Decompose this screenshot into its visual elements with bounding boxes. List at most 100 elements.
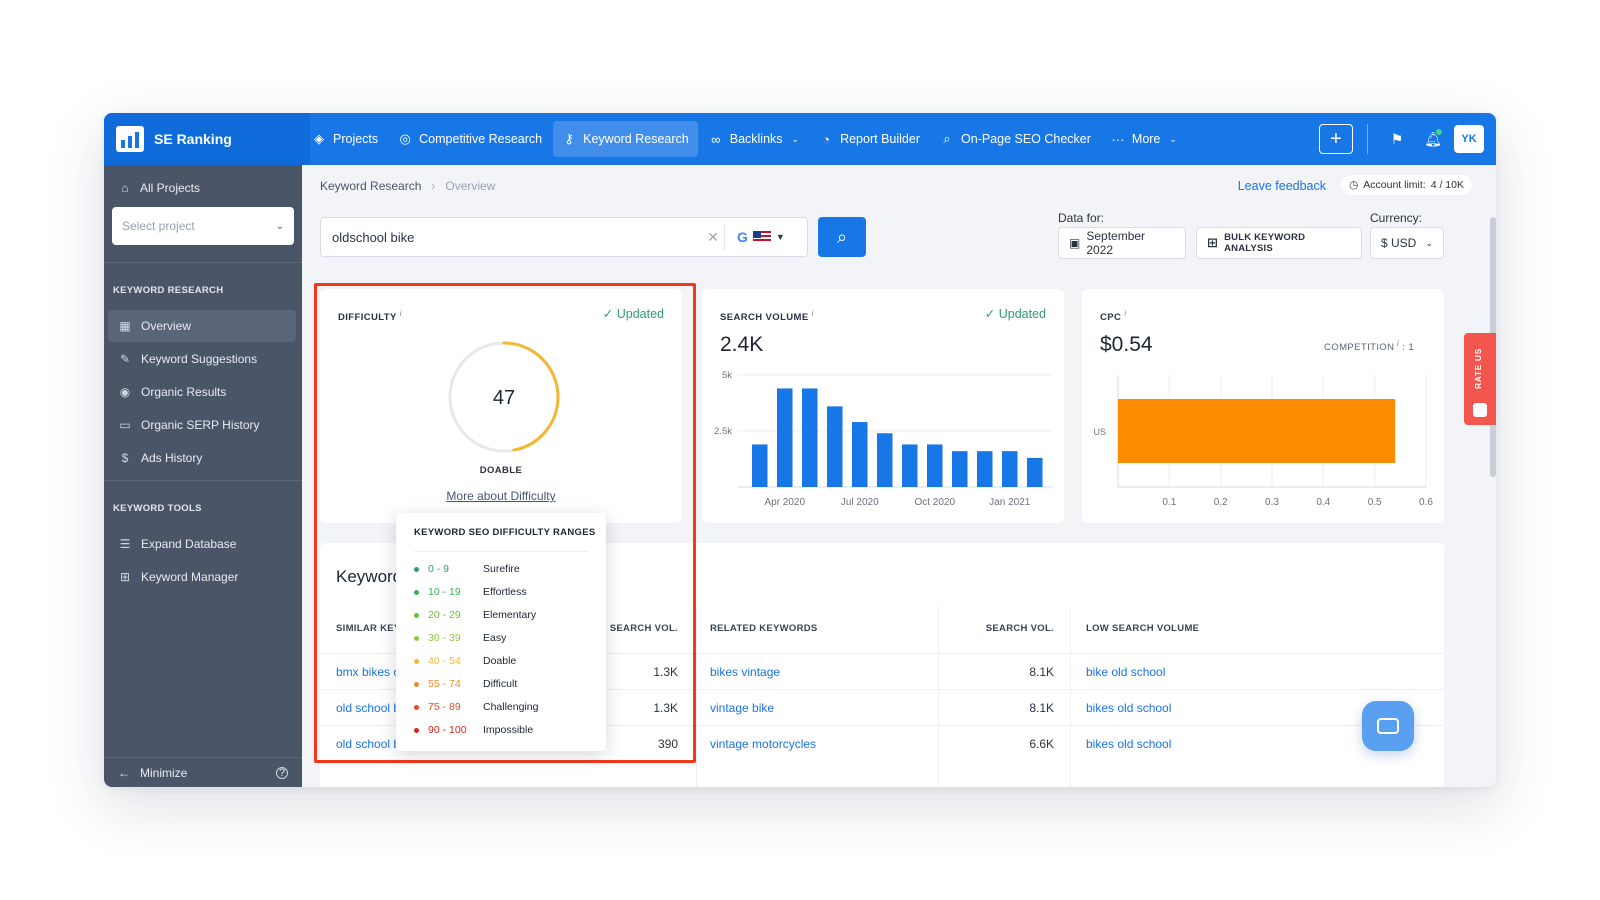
minimize-sidebar[interactable]: ← Minimize ? <box>104 757 302 787</box>
keyword-cell-related[interactable]: vintage motorcycles <box>710 737 817 751</box>
currency-select[interactable]: $ USD ⌄ <box>1370 227 1444 259</box>
keyword-cell-low[interactable]: bikes old school <box>1086 737 1172 751</box>
keyword-cell-low[interactable]: bike old school <box>1086 665 1166 679</box>
help-icon[interactable]: ? <box>276 766 288 779</box>
nav-label: Backlinks <box>729 132 783 146</box>
keyword-cell-similar[interactable]: old school bikes <box>336 737 396 751</box>
range-value: 40 - 54 <box>428 655 461 667</box>
bell-icon[interactable]: 🔔︎ <box>1424 128 1442 147</box>
top-navigation-bar: SE Ranking ◈ Projects ◎ Competitive Researc… <box>104 113 1496 165</box>
all-projects-link[interactable]: ⌂ All Projects <box>112 177 294 199</box>
clear-icon[interactable]: ✕ <box>707 228 719 245</box>
sidebar-item-label: Overview <box>141 319 192 333</box>
layers-icon: ◈ <box>314 131 324 146</box>
keyword-cell-related[interactable]: bikes vintage <box>710 665 781 679</box>
bulk-keyword-analysis-button[interactable]: ⊞ BULK KEYWORD ANALYSIS <box>1196 227 1362 259</box>
nav-label: Projects <box>333 132 379 146</box>
gauge-arc <box>448 341 560 453</box>
keyword-cell-related[interactable]: vintage bike <box>710 701 775 715</box>
sidebar-item-ads-history[interactable]: $ Ads History <box>108 442 296 474</box>
sidebar: ⌂ All Projects Select project ⌄ KEYWORD … <box>104 165 302 787</box>
competition-label: COMPETITION i : 1 <box>1324 339 1414 354</box>
cpc-card: CPC i $0.54 COMPETITION i : 1 0.1 0.2 0.3 0.… <box>1082 289 1444 523</box>
search-volume-chart: 5k 2.5k Apr 2020 Jul 2020 Oct 2020 Jan 2021 <box>714 370 1052 508</box>
sidebar-item-overview[interactable]: ▦ Overview <box>108 310 296 342</box>
nav-projects[interactable]: ◈ Projects <box>303 121 387 157</box>
nav-competitive-research[interactable]: ◎ Competitive Research <box>389 121 551 157</box>
sidebar-item-label: Keyword Suggestions <box>141 352 258 366</box>
volume-bar <box>827 406 843 487</box>
nav-on-page-seo-checker[interactable]: ⌕ On-Page SEO Checker <box>931 121 1100 157</box>
x-tick-label: Jul 2020 <box>841 497 879 508</box>
sidebar-item-label: Keyword Manager <box>141 570 239 584</box>
info-icon[interactable]: i <box>399 309 402 318</box>
difficulty-value: 47 <box>493 387 515 409</box>
column-separator <box>938 607 939 787</box>
volume-bar <box>777 388 793 487</box>
chat-icon <box>1377 718 1399 734</box>
range-value: 75 - 89 <box>428 701 461 713</box>
sidebar-item-expand-database[interactable]: ☰ Expand Database <box>108 528 296 560</box>
check-icon: ✓ <box>602 307 617 321</box>
sidebar-item-organic-serp-history[interactable]: ▭ Organic SERP History <box>108 409 296 441</box>
info-icon[interactable]: i <box>1124 309 1127 318</box>
keyword-cell-low[interactable]: bikes old school <box>1086 701 1172 715</box>
search-icon: ⌕ <box>836 226 848 247</box>
google-icon: G <box>737 229 748 245</box>
difficulty-range-row: 90 - 100 Impossible <box>414 724 533 736</box>
chevron-down-icon: ⌄ <box>1169 133 1177 144</box>
search-button[interactable]: ⌕ <box>818 217 866 257</box>
x-tick-label: 0.2 <box>1214 497 1228 508</box>
brand[interactable]: SE Ranking <box>104 113 310 165</box>
account-limit-value: 4 / 10K <box>1430 179 1464 191</box>
difficulty-title: DIFFICULTY i <box>338 309 402 324</box>
sidebar-item-keyword-suggestions[interactable]: ✎ Keyword Suggestions <box>108 343 296 375</box>
sidebar-item-label: Organic SERP History <box>141 418 260 432</box>
currency-value: $ USD <box>1381 236 1417 250</box>
search-engine-selector[interactable]: G ▼ <box>724 224 795 250</box>
breadcrumb-keyword-research[interactable]: Keyword Research <box>320 179 422 193</box>
key-icon: ⚷ <box>564 131 574 146</box>
keyword-cell-similar[interactable]: bmx bikes old school <box>336 665 396 679</box>
sidebar-item-organic-results[interactable]: ◉ Organic Results <box>108 376 296 408</box>
keyword-cell-similar[interactable]: old school bmx bikes <box>336 701 396 715</box>
nav-label: More <box>1131 132 1161 146</box>
add-button[interactable]: + <box>1319 124 1353 154</box>
range-value: 55 - 74 <box>428 678 461 690</box>
keyword-cell-rel-vol: 6.6K <box>1029 737 1054 751</box>
sidebar-item-keyword-manager[interactable]: ⊞ Keyword Manager <box>108 561 296 593</box>
date-picker[interactable]: ▣ September 2022 <box>1058 227 1186 259</box>
keyword-cell-rel-vol: 8.1K <box>1029 701 1054 715</box>
leave-feedback-link[interactable]: Leave feedback <box>1237 179 1326 193</box>
grid-icon: ▦ <box>119 319 131 333</box>
keywords-title: Keywords <box>336 567 411 586</box>
range-dot-icon <box>414 566 419 572</box>
more-about-difficulty-link[interactable]: More about Difficulty <box>446 489 556 503</box>
difficulty-level: DOABLE <box>479 465 523 476</box>
keyword-cell-sim-vol: 1.3K <box>653 701 678 715</box>
nav-backlinks[interactable]: ∞ Backlinks ⌄ <box>700 121 808 157</box>
cpc-chart: 0.1 0.2 0.3 0.4 0.5 0.6 US <box>1093 375 1433 508</box>
topbar-actions: + ⚑ 🔔︎ YK <box>1319 113 1484 165</box>
nav-report-builder[interactable]: ◔ Report Builder <box>810 121 929 157</box>
keyword-search-input[interactable] <box>332 229 702 245</box>
flag-icon[interactable]: ⚑ <box>1390 130 1404 147</box>
plus-square-icon: ⊞ <box>1207 235 1219 250</box>
range-dot-icon <box>414 612 419 618</box>
difficulty-gauge: 47 <box>448 341 560 453</box>
nav-keyword-research[interactable]: ⚷ Keyword Research <box>553 121 698 157</box>
range-label: Easy <box>483 632 507 644</box>
chat-button[interactable] <box>1362 701 1414 751</box>
volume-bar <box>1002 451 1018 487</box>
select-project-dropdown[interactable]: Select project ⌄ <box>112 207 294 245</box>
y-tick-label: 5k <box>722 370 732 381</box>
avatar[interactable]: YK <box>1454 125 1484 153</box>
range-label: Challenging <box>483 701 539 713</box>
info-icon[interactable]: i <box>811 309 814 318</box>
nav-label: Keyword Research <box>583 132 689 146</box>
rate-us-tab[interactable]: RATE US <box>1464 333 1496 425</box>
nav-more[interactable]: ··· More ⌄ <box>1102 121 1186 157</box>
difficulty-range-row: 10 - 19 Effortless <box>414 586 527 598</box>
home-icon: ⌂ <box>121 181 129 195</box>
header-related-keywords: RELATED KEYWORDS <box>710 623 818 634</box>
